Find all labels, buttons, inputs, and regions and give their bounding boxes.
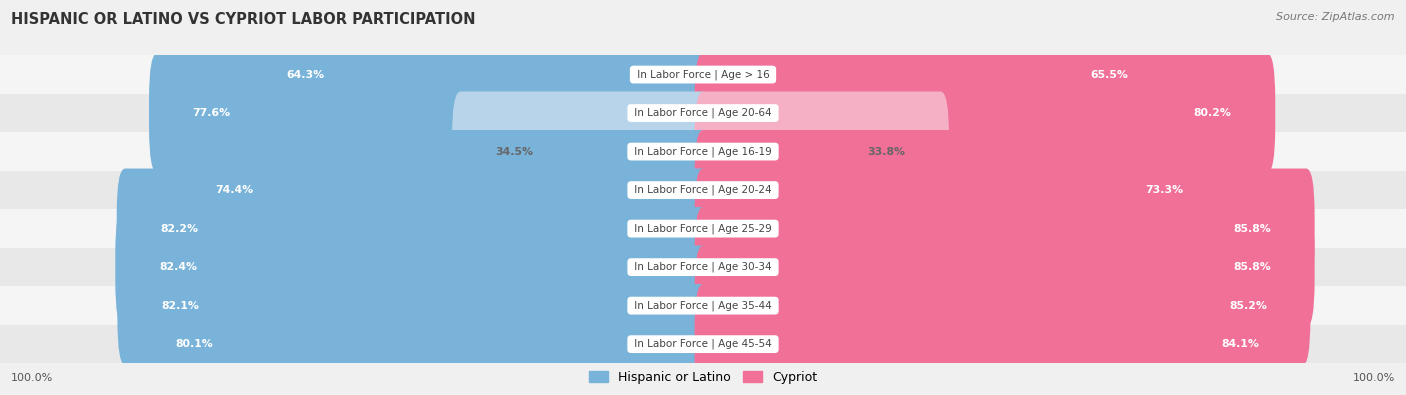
FancyBboxPatch shape bbox=[0, 94, 1406, 132]
FancyBboxPatch shape bbox=[0, 55, 1406, 94]
FancyBboxPatch shape bbox=[695, 92, 949, 212]
Text: 73.3%: 73.3% bbox=[1144, 185, 1182, 195]
FancyBboxPatch shape bbox=[695, 53, 1275, 173]
Text: 85.8%: 85.8% bbox=[1233, 262, 1271, 272]
Text: 82.2%: 82.2% bbox=[160, 224, 198, 233]
Text: In Labor Force | Age 16-19: In Labor Force | Age 16-19 bbox=[631, 146, 775, 157]
FancyBboxPatch shape bbox=[695, 130, 1227, 250]
FancyBboxPatch shape bbox=[0, 209, 1406, 248]
Text: 65.5%: 65.5% bbox=[1091, 70, 1129, 79]
Text: In Labor Force | Age 30-34: In Labor Force | Age 30-34 bbox=[631, 262, 775, 273]
FancyBboxPatch shape bbox=[132, 284, 711, 395]
Text: 33.8%: 33.8% bbox=[868, 147, 905, 156]
Text: 80.1%: 80.1% bbox=[176, 339, 212, 349]
Text: 64.3%: 64.3% bbox=[287, 70, 325, 79]
Text: 100.0%: 100.0% bbox=[1353, 373, 1395, 383]
Text: 74.4%: 74.4% bbox=[215, 185, 253, 195]
Text: In Labor Force | Age 20-24: In Labor Force | Age 20-24 bbox=[631, 185, 775, 196]
FancyBboxPatch shape bbox=[0, 171, 1406, 209]
FancyBboxPatch shape bbox=[0, 248, 1406, 286]
Text: Source: ZipAtlas.com: Source: ZipAtlas.com bbox=[1277, 12, 1395, 22]
FancyBboxPatch shape bbox=[149, 53, 711, 173]
Legend: Hispanic or Latino, Cypriot: Hispanic or Latino, Cypriot bbox=[583, 366, 823, 389]
Text: 85.2%: 85.2% bbox=[1229, 301, 1267, 310]
Text: In Labor Force | Age 20-64: In Labor Force | Age 20-64 bbox=[631, 108, 775, 118]
FancyBboxPatch shape bbox=[695, 15, 1173, 135]
FancyBboxPatch shape bbox=[172, 130, 711, 250]
FancyBboxPatch shape bbox=[117, 169, 711, 289]
FancyBboxPatch shape bbox=[117, 246, 711, 366]
FancyBboxPatch shape bbox=[0, 132, 1406, 171]
Text: In Labor Force | Age 35-44: In Labor Force | Age 35-44 bbox=[631, 300, 775, 311]
Text: In Labor Force | Age > 16: In Labor Force | Age > 16 bbox=[634, 69, 772, 80]
Text: HISPANIC OR LATINO VS CYPRIOT LABOR PARTICIPATION: HISPANIC OR LATINO VS CYPRIOT LABOR PART… bbox=[11, 12, 475, 27]
Text: 77.6%: 77.6% bbox=[193, 108, 231, 118]
FancyBboxPatch shape bbox=[0, 286, 1406, 325]
FancyBboxPatch shape bbox=[695, 169, 1315, 289]
FancyBboxPatch shape bbox=[242, 15, 711, 135]
Text: 82.1%: 82.1% bbox=[160, 301, 198, 310]
FancyBboxPatch shape bbox=[0, 325, 1406, 363]
Text: In Labor Force | Age 45-54: In Labor Force | Age 45-54 bbox=[631, 339, 775, 350]
FancyBboxPatch shape bbox=[695, 284, 1303, 395]
Text: 82.4%: 82.4% bbox=[159, 262, 197, 272]
FancyBboxPatch shape bbox=[115, 207, 711, 327]
Text: In Labor Force | Age 25-29: In Labor Force | Age 25-29 bbox=[631, 223, 775, 234]
Text: 100.0%: 100.0% bbox=[11, 373, 53, 383]
Text: 34.5%: 34.5% bbox=[496, 147, 534, 156]
Text: 84.1%: 84.1% bbox=[1222, 339, 1260, 349]
FancyBboxPatch shape bbox=[695, 207, 1315, 327]
Text: 80.2%: 80.2% bbox=[1194, 108, 1232, 118]
Text: 85.8%: 85.8% bbox=[1233, 224, 1271, 233]
FancyBboxPatch shape bbox=[453, 92, 711, 212]
FancyBboxPatch shape bbox=[695, 246, 1310, 366]
